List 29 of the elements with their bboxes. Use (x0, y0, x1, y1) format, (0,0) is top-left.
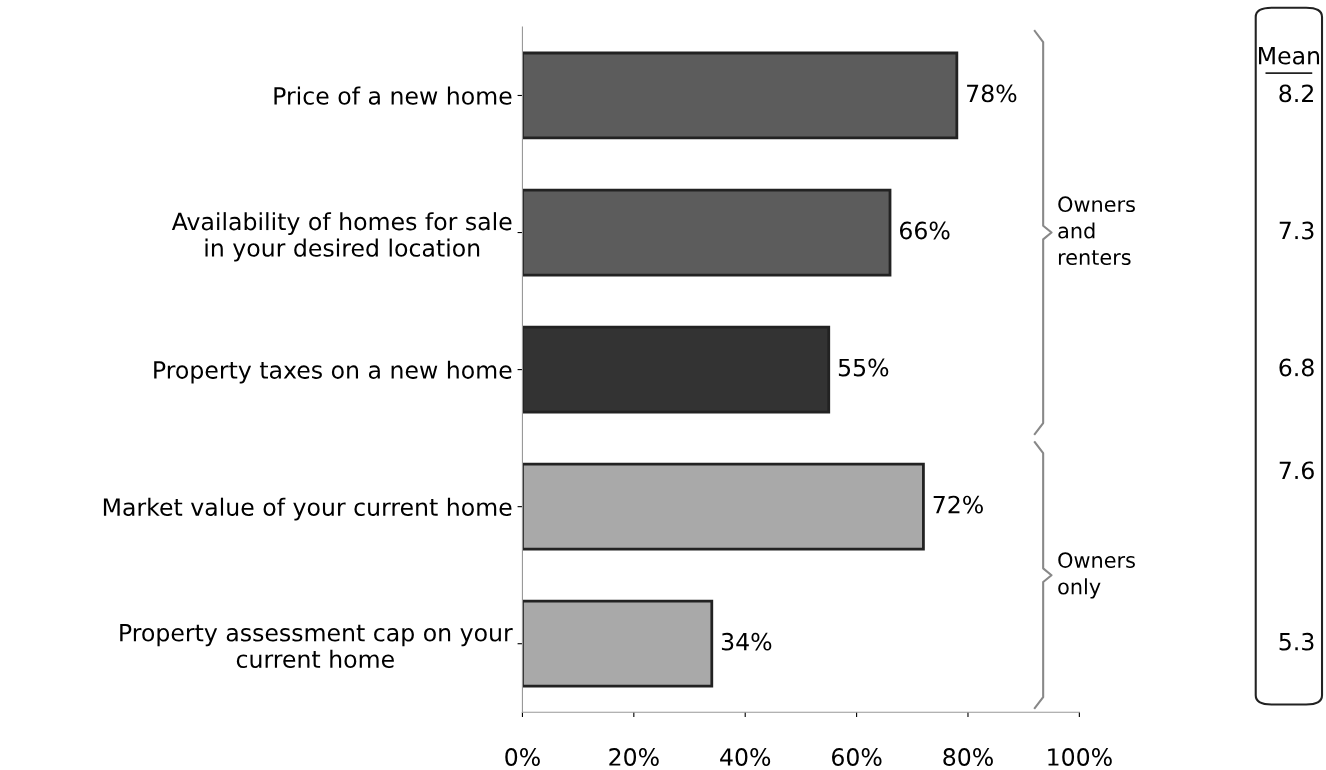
x-tick-label: 100% (1048, 748, 1112, 766)
y-tick-label: Availability of homes for sale in your desired location (171, 212, 512, 262)
bar (522, 188, 892, 277)
bar (522, 599, 714, 688)
y-tick-label: Property assessment cap on your current home (120, 624, 513, 669)
annotation: Owners only (1058, 552, 1135, 599)
x-tick-label: 40% (720, 748, 771, 766)
data-label: 55% (838, 358, 889, 377)
annotation: Owners and renters (1058, 196, 1135, 266)
bar (522, 325, 831, 414)
y-tick-label: Market value of your current home (103, 497, 512, 521)
x-tick-label: 60% (832, 748, 882, 766)
bar (522, 462, 925, 551)
text: 7.3 (1279, 221, 1314, 240)
text: 6.8 (1279, 358, 1314, 377)
data-label: 72% (933, 495, 983, 514)
x-tick-label: 80% (943, 748, 993, 766)
x-tick-label: 20% (609, 748, 659, 766)
data-label: 34% (721, 632, 772, 651)
data-label: 78% (967, 84, 1017, 103)
text: 5.3 (1279, 632, 1314, 651)
text: 7.6 (1279, 461, 1314, 480)
x-tick-label: 0% (505, 748, 540, 766)
y-tick-label: Price of a new home (274, 86, 512, 105)
bar (522, 51, 959, 140)
y-tick-label: Property taxes on a new home (154, 360, 512, 384)
data-label: 66% (899, 221, 950, 240)
text: 8.2 (1279, 84, 1313, 103)
text: Mean (1259, 47, 1320, 65)
